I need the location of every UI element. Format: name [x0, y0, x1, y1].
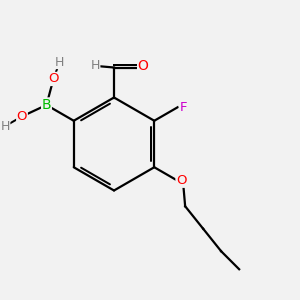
Text: O: O [17, 110, 27, 123]
Text: O: O [48, 72, 59, 86]
Text: B: B [42, 98, 51, 112]
Text: O: O [176, 174, 187, 187]
Text: H: H [0, 120, 10, 133]
Text: H: H [90, 58, 100, 72]
Text: F: F [179, 101, 187, 114]
Text: H: H [55, 56, 64, 68]
Text: O: O [138, 59, 148, 73]
